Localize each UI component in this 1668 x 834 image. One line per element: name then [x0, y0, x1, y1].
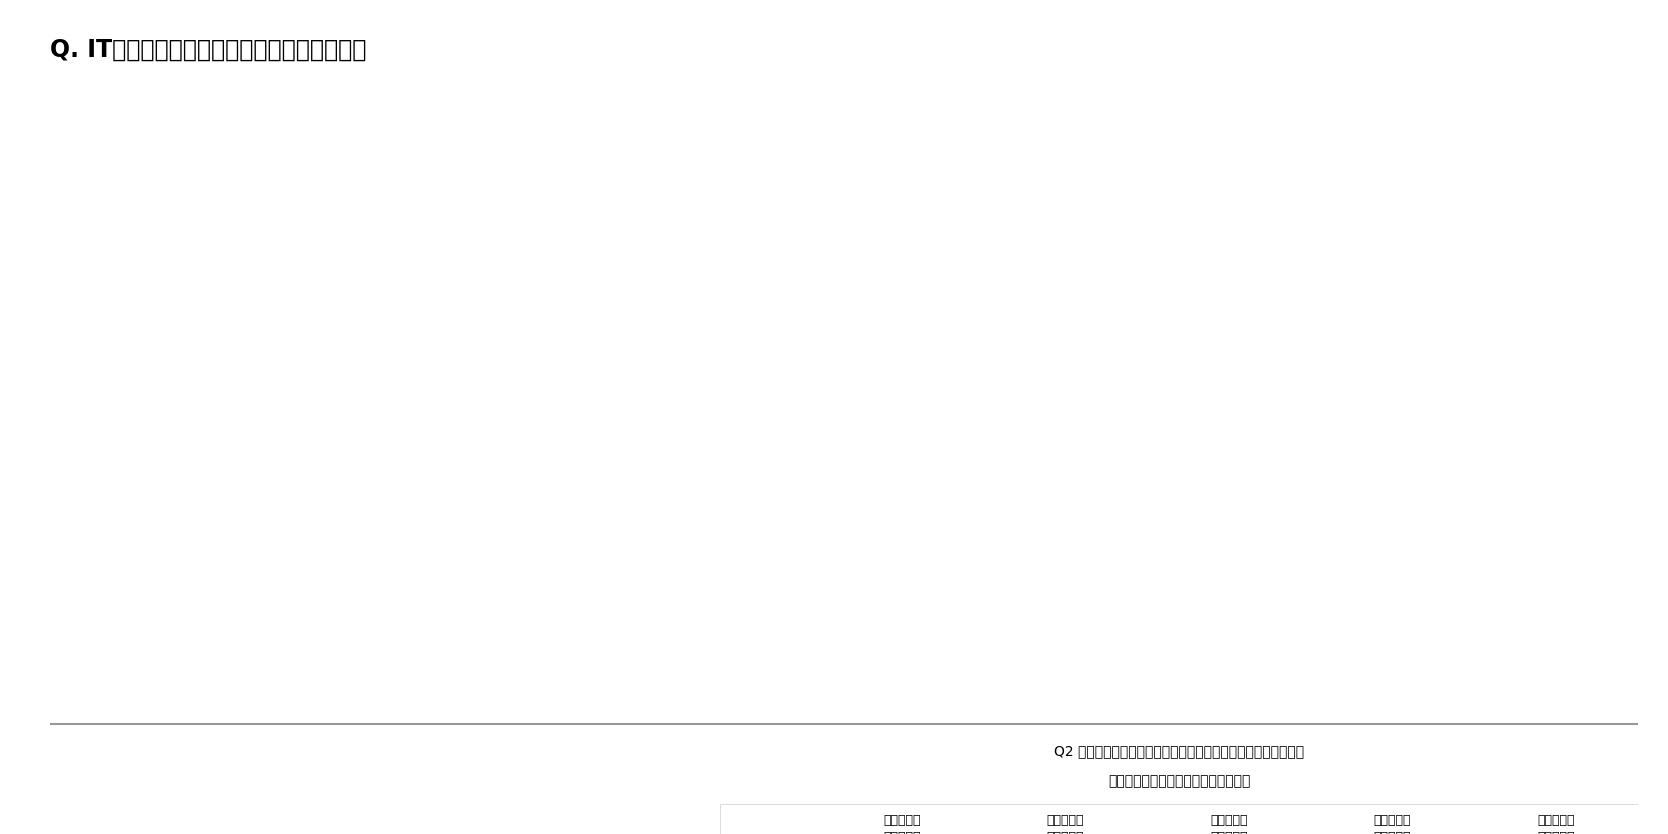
Text: 特に意識も
対応もして
いない: 特に意識も 対応もして いない	[1538, 814, 1575, 834]
Text: Q. IT機器を廃棄する際に重要視することは？: Q. IT機器を廃棄する際に重要視することは？	[50, 38, 367, 62]
Text: 意識してい
るが、対応
できていな
い: 意識してい るが、対応 できていな い	[1211, 814, 1248, 834]
Text: ある程度、
意識・対応
している: ある程度、 意識・対応 している	[1046, 814, 1084, 834]
Text: 大いに意識
し十分に対
応している: 大いに意識 し十分に対 応している	[882, 814, 921, 834]
Text: どの程度、意識・対応していますか？: どの程度、意識・対応していますか？	[1108, 774, 1251, 788]
Text: Q2 日頃、担当されている業務における環境負荷軽減について、: Q2 日頃、担当されている業務における環境負荷軽減について、	[1054, 744, 1304, 758]
Text: 意識してい
るが、対応
に関わる立
場ではない: 意識してい るが、対応 に関わる立 場ではない	[1374, 814, 1411, 834]
